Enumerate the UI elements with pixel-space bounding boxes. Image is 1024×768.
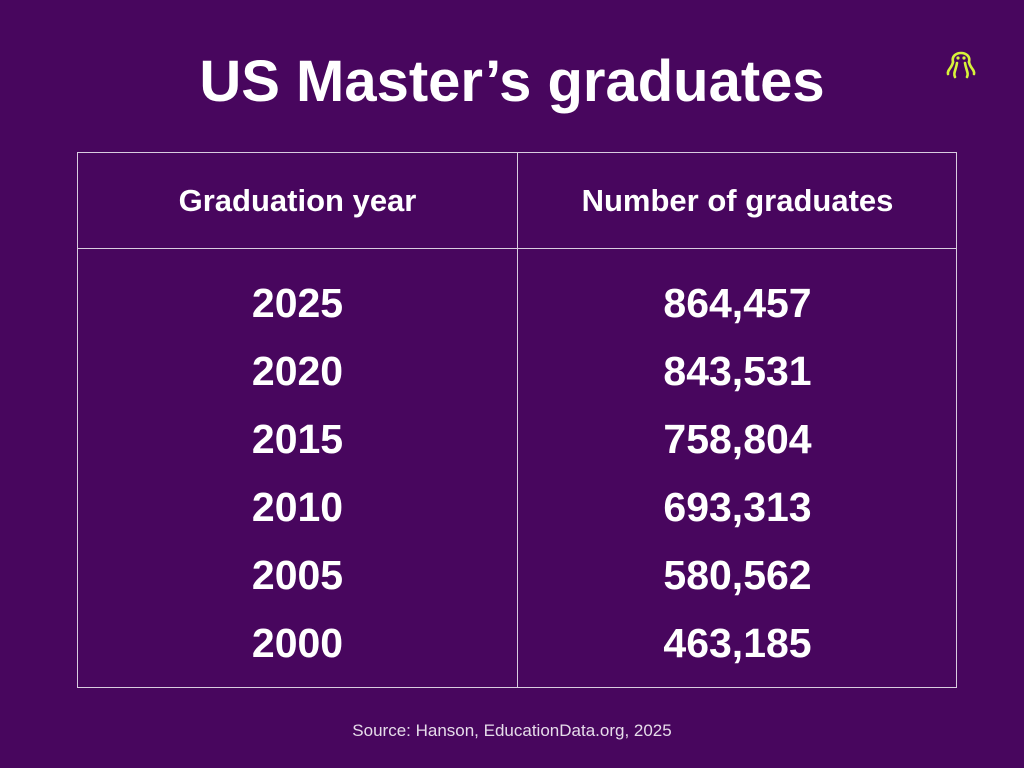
data-table: Graduation year Number of graduates 2025 86… xyxy=(77,152,957,688)
graduates-cell: 693,313 xyxy=(663,484,812,530)
graduates-cell: 864,457 xyxy=(663,280,812,326)
graduates-cell: 580,562 xyxy=(663,552,812,598)
logo-icon xyxy=(946,51,976,79)
graduates-cell: 463,185 xyxy=(663,620,812,666)
source-note: Source: Hanson, EducationData.org, 2025 xyxy=(352,721,672,740)
title: US Master’s graduates xyxy=(199,49,825,114)
graduates-cell: 758,804 xyxy=(663,416,812,462)
year-cell: 2020 xyxy=(251,348,344,394)
year-cell: 2005 xyxy=(251,552,344,598)
header-cell: Graduation year xyxy=(178,183,417,218)
year-cell: 2000 xyxy=(251,620,344,666)
header-cell: Number of graduates xyxy=(581,183,894,218)
graduates-cell: 843,531 xyxy=(663,348,812,394)
year-cell: 2010 xyxy=(251,484,344,530)
header-divider xyxy=(78,248,956,249)
year-cell: 2015 xyxy=(251,416,344,462)
year-cell: 2025 xyxy=(251,280,344,326)
column-divider xyxy=(517,153,518,687)
